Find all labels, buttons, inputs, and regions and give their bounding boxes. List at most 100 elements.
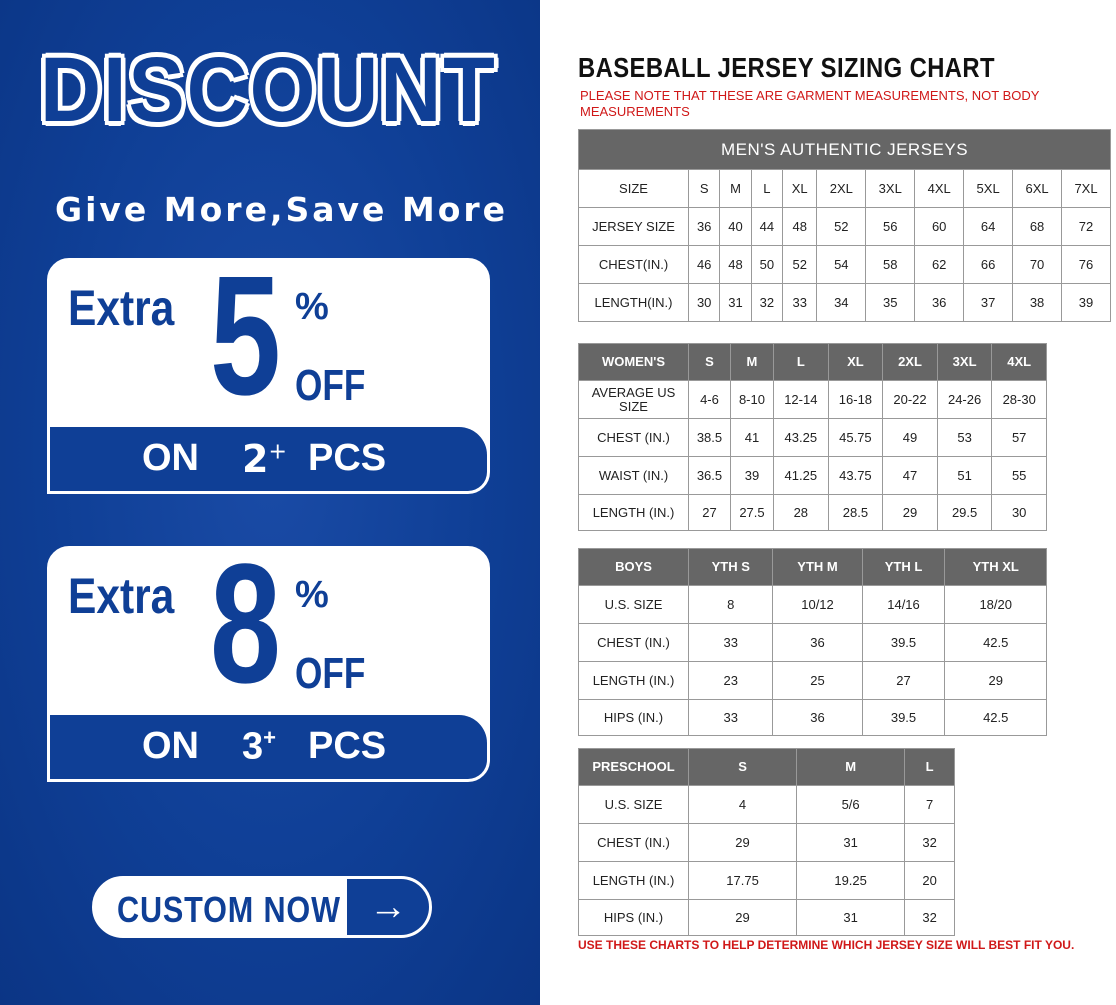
offer-off: OFF [295, 649, 366, 698]
table-row: JERSEY SIZE 36 40 44 48 52 56 60 64 68 72 [578, 207, 1111, 246]
chart-note: PLEASE NOTE THAT THESE ARE GARMENT MEASU… [580, 88, 1040, 119]
table-cell: 39 [729, 456, 775, 495]
offer-band: ON 2+ PCS [50, 427, 487, 491]
table-cell: 38 [1012, 283, 1063, 322]
table-cell: M [729, 343, 775, 381]
table-cell: S [687, 169, 721, 208]
table-cell: 44 [750, 207, 784, 246]
chart-footer: USE THESE CHARTS TO HELP DETERMINE WHICH… [578, 938, 1075, 952]
table-row: HIPS (IN.) 33 36 39.5 42.5 [578, 699, 1047, 736]
table-cell: 24-26 [936, 380, 993, 419]
table-row: U.S. SIZE 8 10/12 14/16 18/20 [578, 585, 1047, 624]
table-row: CHEST (IN.) 38.5 41 43.25 45.75 49 53 57 [578, 418, 1047, 457]
table-row: LENGTH(IN.) 30 31 32 33 34 35 36 37 38 39 [578, 283, 1111, 322]
table-cell: 40 [719, 207, 752, 246]
row-label: HIPS (IN.) [578, 899, 689, 936]
table-cell: 29 [882, 494, 938, 531]
offer-extra: Extra [68, 280, 175, 336]
table-cell: 3XL [865, 169, 916, 208]
row-label: BOYS [578, 548, 689, 586]
offer-card-2: Extra 8 % OFF ON 3+ PCS [47, 546, 490, 782]
row-label: PRESCHOOL [578, 748, 689, 786]
offer-pcs: PCS [308, 725, 387, 767]
table-cell: 52 [782, 245, 818, 284]
table-cell: 42.5 [944, 699, 1047, 736]
table-cell: 36 [687, 207, 721, 246]
boys-table: BOYS YTH S YTH M YTH L YTH XL U.S. SIZE 8 10/12… [578, 548, 1047, 736]
table-row: CHEST (IN.) 33 36 39.5 42.5 [578, 623, 1047, 662]
offer-off: OFF [295, 361, 366, 410]
table-cell: 25 [772, 661, 863, 700]
custom-now-label: CUSTOM NOW [117, 889, 341, 930]
table-cell: 29 [687, 823, 798, 862]
offer-on: ON [142, 725, 199, 767]
arrow-right-icon: → [347, 879, 429, 935]
table-cell: 30 [991, 494, 1047, 531]
table-cell: 28-30 [991, 380, 1047, 419]
table-cell: 46 [687, 245, 721, 284]
table-cell: 66 [963, 245, 1014, 284]
row-label: U.S. SIZE [578, 785, 689, 824]
table-cell: 7XL [1061, 169, 1111, 208]
row-label: CHEST (IN.) [578, 823, 689, 862]
table-cell: YTH XL [944, 548, 1047, 586]
womens-table: WOMEN'S S M L XL 2XL 3XL 4XL AVERAGE US SIZE 4-6 8… [578, 343, 1047, 531]
table-cell: 31 [796, 899, 906, 936]
tagline: Give More,Save More [55, 190, 509, 229]
table-cell: 50 [750, 245, 784, 284]
table-cell: 12-14 [773, 380, 829, 419]
table-cell: 32 [750, 283, 784, 322]
table-cell: 4-6 [688, 380, 731, 419]
promo-panel: DISCOUNT Give More,Save More Extra 5 % O… [0, 0, 540, 1005]
table-cell: 56 [865, 207, 916, 246]
row-label: SIZE [578, 169, 689, 208]
table-cell: 37 [963, 283, 1014, 322]
table-cell: 54 [816, 245, 867, 284]
table-cell: 62 [914, 245, 965, 284]
table-cell: 4XL [914, 169, 965, 208]
table-header-row: BOYS YTH S YTH M YTH L YTH XL [578, 548, 1047, 586]
table-cell: 76 [1061, 245, 1111, 284]
offer-percent: % [295, 286, 329, 328]
table-cell: 36 [772, 623, 863, 662]
table-cell: 17.75 [687, 861, 798, 900]
table-cell: 60 [914, 207, 965, 246]
table-cell: YTH M [772, 548, 863, 586]
offer-qty-plus: + [263, 725, 276, 750]
table-cell: 33 [782, 283, 818, 322]
offer-qty-plus: + [268, 439, 287, 465]
table-cell: 35 [865, 283, 916, 322]
table-cell: 42.5 [944, 623, 1047, 662]
table-cell: S [688, 343, 731, 381]
table-header-row: WOMEN'S S M L XL 2XL 3XL 4XL [578, 343, 1047, 381]
table-cell: 43.75 [827, 456, 884, 495]
table-cell: YTH L [861, 548, 946, 586]
table-cell: 53 [936, 418, 993, 457]
table-cell: 51 [936, 456, 993, 495]
table-cell: 39.5 [861, 699, 946, 736]
table-cell: L [750, 169, 784, 208]
table-cell: 64 [963, 207, 1014, 246]
table-banner: MEN'S AUTHENTIC JERSEYS [578, 129, 1111, 170]
table-cell: 72 [1061, 207, 1111, 246]
table-cell: 34 [816, 283, 867, 322]
table-cell: L [904, 748, 955, 786]
table-row: U.S. SIZE 4 5/6 7 [578, 785, 955, 824]
table-cell: 29 [687, 899, 798, 936]
custom-now-button[interactable]: CUSTOM NOW → [92, 876, 432, 938]
row-label: LENGTH (IN.) [578, 494, 689, 531]
offer-qty-number: 3 [242, 725, 264, 768]
table-header-row: PRESCHOOL S M L [578, 748, 955, 786]
table-cell: XL [827, 343, 884, 381]
offer-value: 5 [210, 258, 281, 431]
table-cell: XL [782, 169, 818, 208]
table-cell: 39 [1061, 283, 1111, 322]
table-cell: 41.25 [773, 456, 829, 495]
table-cell: 14/16 [861, 585, 946, 624]
table-cell: 16-18 [827, 380, 884, 419]
table-row: CHEST(IN.) 46 48 50 52 54 58 62 66 70 76 [578, 245, 1111, 284]
offer-on: ON [142, 437, 199, 479]
table-cell: M [796, 748, 906, 786]
table-cell: 57 [991, 418, 1047, 457]
table-cell: 70 [1012, 245, 1063, 284]
